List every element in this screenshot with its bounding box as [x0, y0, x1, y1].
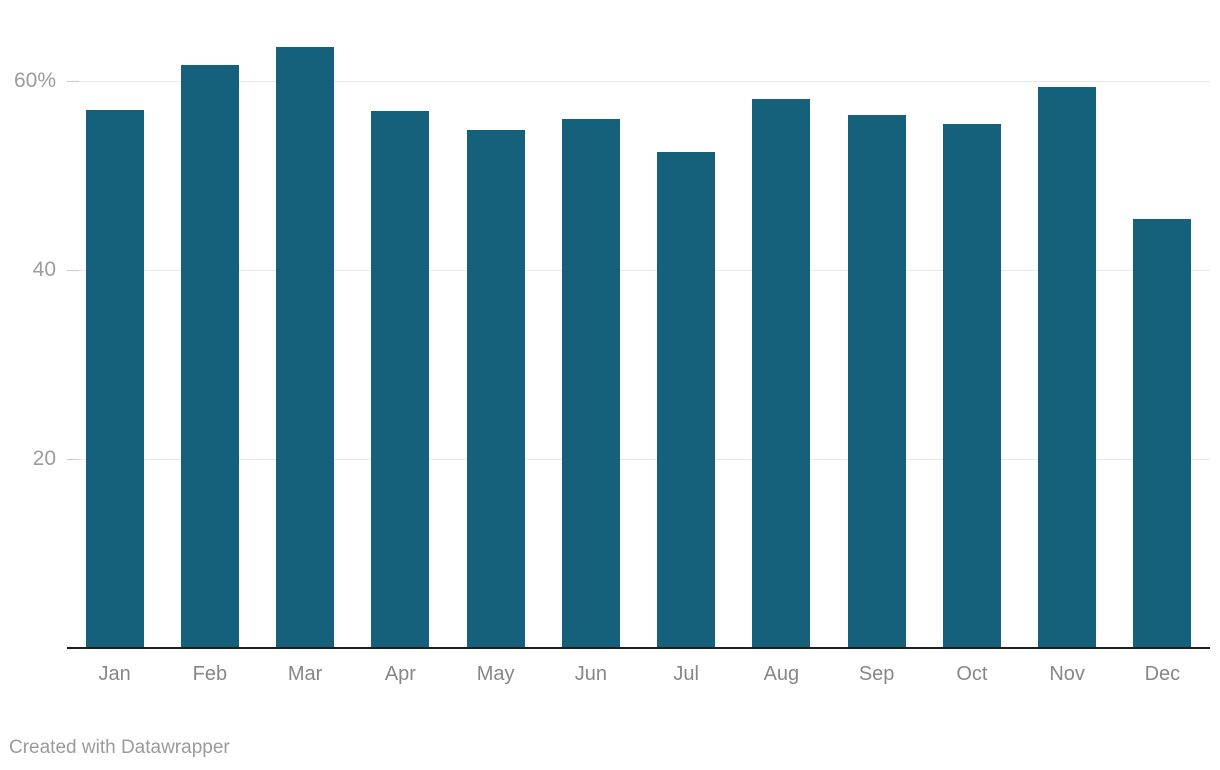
gridline-60 — [67, 81, 1210, 82]
bar-nov — [1038, 87, 1097, 647]
bar-slot-oct — [924, 0, 1019, 647]
x-tick-label-jul: Jul — [673, 663, 699, 685]
x-tick-label-apr: Apr — [384, 663, 416, 685]
bar-slot-mar — [258, 0, 353, 647]
bar-jul — [657, 152, 716, 647]
gridline-40 — [67, 270, 1210, 271]
x-tick-label-nov: Nov — [1049, 663, 1085, 685]
datawrapper-credit-link[interactable]: Created with Datawrapper — [9, 737, 230, 758]
y-axis: 20 40 60% — [0, 0, 56, 648]
x-tick-label-sep: Sep — [858, 663, 895, 685]
bar-aug — [752, 99, 811, 647]
bar-jun — [561, 119, 620, 647]
bar-dec — [1133, 219, 1192, 647]
x-tick-label-jun: Jun — [574, 663, 607, 685]
x-tick-label-aug: Aug — [763, 663, 800, 685]
bar-slot-aug — [734, 0, 829, 647]
y-tick-label-60: 60% — [13, 69, 56, 92]
y-tick-60 — [67, 81, 79, 82]
x-axis: Jan Feb Mar Apr May Jun Jul Aug Sep Oct Nov Dec — [67, 661, 1210, 687]
bar-oct — [942, 124, 1001, 647]
bar-may — [466, 130, 525, 647]
x-tick-label-jan: Jan — [98, 663, 131, 685]
bar-slot-feb — [162, 0, 257, 647]
bar-sep — [847, 115, 906, 647]
y-tick-20 — [67, 459, 79, 460]
bar-slot-sep — [829, 0, 924, 647]
x-tick-label-mar: Mar — [287, 663, 323, 685]
bar-apr — [371, 111, 430, 647]
bar-slot-nov — [1020, 0, 1115, 647]
bar-slot-dec — [1115, 0, 1210, 647]
x-tick-label-dec: Dec — [1144, 663, 1181, 685]
bar-slot-jan — [67, 0, 162, 647]
x-tick-label-oct: Oct — [956, 663, 988, 685]
bar-series — [67, 0, 1210, 647]
y-tick-40 — [67, 270, 79, 271]
bar-jan — [85, 110, 144, 647]
x-tick-label-may: May — [476, 663, 515, 685]
bar-slot-may — [448, 0, 543, 647]
bar-slot-jun — [543, 0, 638, 647]
x-tick-label-feb: Feb — [192, 663, 228, 685]
y-tick-label-40: 40 — [32, 258, 56, 281]
bar-mar — [276, 47, 335, 647]
plot-area — [67, 0, 1210, 648]
bar-slot-jul — [639, 0, 734, 647]
bar-feb — [180, 65, 239, 647]
y-tick-label-20: 20 — [32, 447, 56, 470]
bar-slot-apr — [353, 0, 448, 647]
gridline-20 — [67, 459, 1210, 460]
x-axis-line — [67, 647, 1210, 649]
